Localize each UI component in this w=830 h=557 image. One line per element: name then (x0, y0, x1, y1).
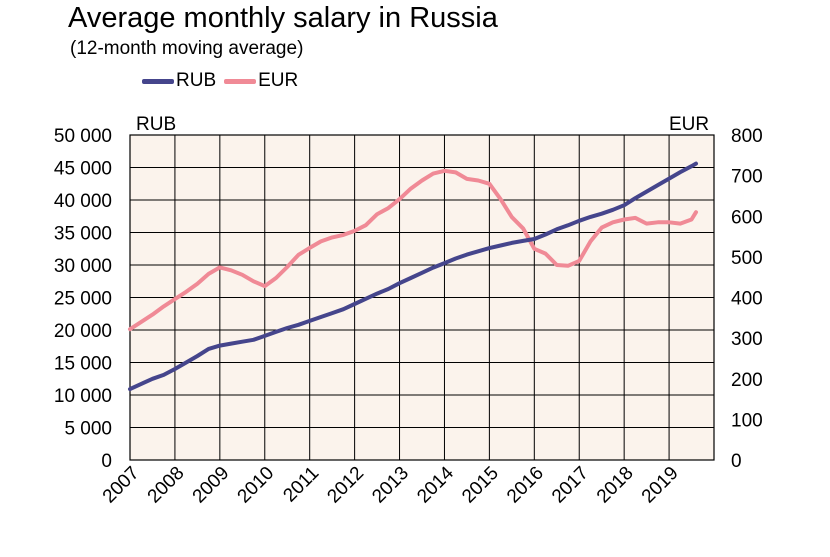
legend-label-eur: EUR (258, 70, 299, 91)
series-lines (128, 161, 698, 392)
left-tick-label: 20 000 (54, 321, 112, 342)
left-tick-label: 45 000 (54, 159, 112, 180)
legend: RUB EUR (142, 70, 306, 92)
legend-swatch-rub (142, 78, 174, 84)
right-tick-label: 700 (731, 167, 763, 188)
x-tick-label: 2011 (279, 463, 323, 507)
legend-swatch-eur (224, 78, 257, 84)
left-tick-label: 40 000 (54, 191, 112, 212)
x-tick-label: 2009 (189, 463, 234, 508)
legend-label-rub: RUB (176, 70, 217, 91)
left-axis-label: RUB (136, 114, 176, 135)
right-tick-label: 300 (731, 329, 763, 350)
chart-title: Average monthly salary in Russia (68, 2, 498, 34)
left-tick-label: 35 000 (54, 224, 112, 245)
x-tick-label: 2019 (638, 463, 683, 508)
left-tick-label: 50 000 (54, 126, 112, 147)
x-axis-ticks: 2007 2008 2009 2010 2011 2012 2013 2014 2015 2016… (99, 462, 683, 507)
right-tick-label: 500 (731, 248, 763, 269)
right-tick-label: 600 (731, 207, 763, 228)
gridlines (130, 135, 714, 460)
x-tick-label: 2010 (234, 463, 279, 508)
legend-item-rub: RUB (142, 70, 216, 92)
right-tick-label: 200 (731, 370, 763, 391)
left-tick-label: 5 000 (64, 419, 112, 440)
left-tick-label: 30 000 (54, 256, 112, 277)
left-tick-label: 10 000 (54, 386, 112, 407)
right-tick-label: 400 (731, 289, 763, 310)
left-tick-label: 15 000 (54, 354, 112, 375)
left-axis-ticks: 0 5 000 10 000 15 000 20 000 25 000 30 000 35 0… (54, 126, 112, 472)
x-tick-label: 2012 (323, 463, 368, 508)
right-axis-ticks: 0 100 200 300 400 500 600 700 800 (731, 126, 763, 472)
x-tick-label: 2018 (593, 463, 638, 508)
x-tick-label: 2013 (368, 463, 413, 508)
right-tick-label: 100 (731, 410, 763, 431)
x-tick-label: 2017 (548, 463, 593, 508)
x-tick-label: 2015 (458, 463, 503, 508)
x-tick-label: 2014 (413, 462, 458, 507)
x-tick-label: 2016 (503, 463, 548, 508)
series-line-eur (128, 168, 698, 332)
x-tick-label: 2008 (144, 463, 189, 508)
right-axis-label: EUR (669, 114, 709, 135)
right-tick-label: 0 (731, 451, 742, 472)
right-tick-label: 800 (731, 126, 763, 147)
legend-item-eur: EUR (224, 70, 298, 92)
chart-subtitle: (12-month moving average) (70, 38, 304, 59)
left-tick-label: 0 (101, 451, 112, 472)
series-line-rub (128, 161, 698, 392)
left-tick-label: 25 000 (54, 289, 112, 310)
